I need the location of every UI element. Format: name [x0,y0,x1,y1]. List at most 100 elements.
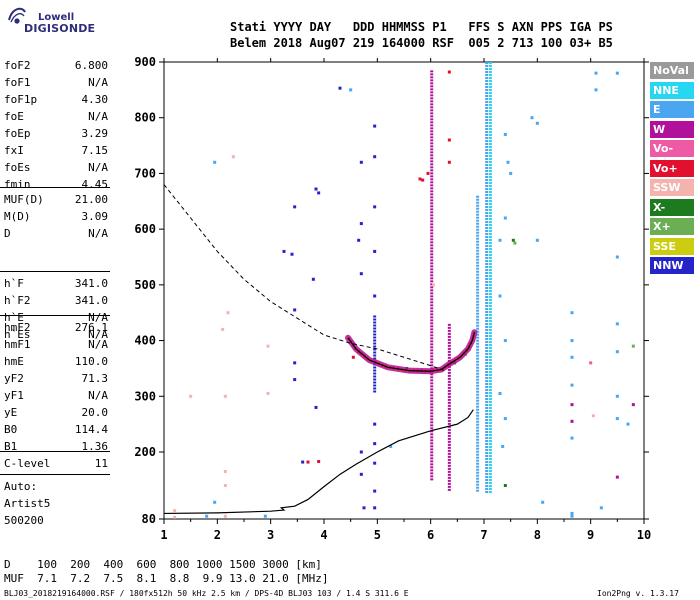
data-point [503,417,507,421]
data-band-segment [488,353,492,355]
data-band-segment [488,146,492,148]
data-band-segment [430,94,434,97]
param-row: hmE 110.0 [4,355,108,369]
data-band-segment [485,77,489,79]
data-band-segment [476,450,480,453]
data-band-segment [430,103,434,106]
data-band-segment [476,270,480,273]
logo-digisonde: DIGISONDE [24,22,96,35]
data-point [570,383,574,387]
data-band-segment [373,318,377,321]
param-key: hmF2 [4,321,31,334]
param-separator [0,474,110,475]
data-band-segment [476,216,480,219]
data-band-segment [430,298,434,301]
data-point [421,178,425,182]
data-band-segment [447,473,451,476]
data-band-segment [430,313,434,316]
data-point [503,132,507,136]
data-point [359,160,363,164]
data-band-segment [430,382,434,385]
data-band-segment [488,110,492,112]
data-band-segment [476,486,480,489]
data-band-segment [488,209,492,211]
data-band-segment [373,378,377,381]
data-band-segment [447,434,451,437]
data-point [359,222,363,226]
trace-overlay [346,331,476,373]
data-band-segment [476,381,480,384]
data-band-segment [476,363,480,366]
data-band-segment [488,485,492,487]
data-band-segment [476,429,480,432]
data-band-segment [447,323,451,326]
data-band-segment [488,371,492,373]
data-band-segment [488,143,492,145]
data-band-segment [488,338,492,340]
data-band-segment [476,384,480,387]
data-band-segment [447,407,451,410]
data-point [293,205,297,209]
data-point [293,378,297,382]
data-point [314,187,318,191]
data-point [213,500,217,504]
data-band-segment [447,344,451,347]
data-band-segment [430,274,434,277]
data-band-segment [488,350,492,352]
data-band-segment [485,224,489,226]
data-band-segment [488,134,492,136]
data-band-segment [476,237,480,240]
param-row: yE 20.0 [4,406,108,420]
trace-band [345,329,478,375]
data-band-segment [485,245,489,247]
data-band-segment [447,392,451,395]
data-band-segment [488,101,492,103]
data-band-segment [485,164,489,166]
data-band-segment [476,390,480,393]
data-band-segment [485,236,489,238]
data-point [373,422,377,426]
param-key: foEp [4,127,31,140]
data-point [357,238,361,242]
data-band-segment [485,428,489,430]
data-band-segment [488,167,492,169]
data-band-segment [476,312,480,315]
data-band-segment [485,473,489,475]
data-band-segment [485,383,489,385]
param-value: 20.0 [81,406,109,419]
data-band-segment [488,416,492,418]
param-key: h`F2 [4,294,31,307]
data-band-segment [430,310,434,313]
data-band-segment [488,173,492,175]
data-band-segment [485,491,489,493]
data-band-segment [476,468,480,471]
data-band-segment [430,172,434,175]
data-band-segment [476,351,480,354]
data-band-segment [430,430,434,433]
data-point [359,272,363,276]
data-band-segment [430,406,434,409]
plot-frame [163,61,645,520]
data-band-segment [485,287,489,289]
x-tick-label: 8 [534,528,541,542]
data-band-segment [485,359,489,361]
data-band-segment [476,357,480,360]
data-band-segment [430,211,434,214]
data-band-segment [488,176,492,178]
x-tick-label: 5 [374,528,381,542]
data-band-segment [485,62,489,64]
param-separator [0,315,110,316]
data-band-segment [488,245,492,247]
data-band-segment [430,358,434,361]
data-band-segment [488,278,492,280]
data-band-segment [485,434,489,436]
data-band-segment [488,449,492,451]
data-band-segment [485,368,489,370]
data-band-segment [476,426,480,429]
data-band-segment [488,218,492,220]
data-band-segment [430,82,434,85]
data-point [301,460,305,464]
data-band-segment [430,226,434,229]
data-band-segment [488,254,492,256]
data-point [263,514,267,518]
